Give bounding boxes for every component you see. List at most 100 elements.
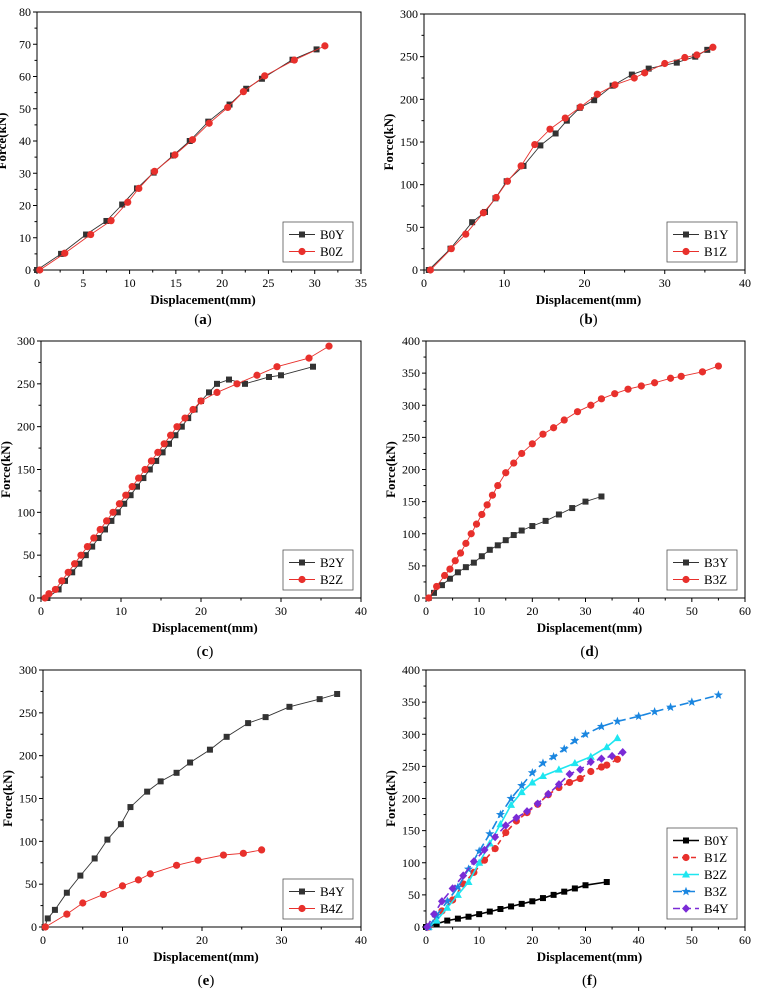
data-point-B3Z [478,510,486,519]
data-point-B3Z [510,459,518,467]
y-tick-label: 300 [402,727,420,741]
data-point-B4Y [44,915,51,922]
data-point-B3Z [539,430,547,438]
data-point-B4Y [286,703,293,710]
y-axis-label: Force(kN) [0,113,9,170]
x-tick-label: 10 [498,276,510,290]
series-line-B4Y [426,751,623,928]
x-tick-label: 30 [276,933,288,947]
x-tick-label: 30 [580,604,592,618]
data-point-B3Z [650,706,660,716]
legend-marker-B2Z [682,870,690,878]
data-point-B2Z [167,431,175,439]
x-tick-label: 0 [34,276,40,290]
x-tick-label: 10 [473,604,485,618]
y-tick-label: 0 [31,920,37,934]
data-point-B0Z [205,119,213,127]
data-point-B1Z [462,230,470,238]
x-tick-label: 30 [275,604,287,618]
x-axis-label: Displacement(mm) [537,949,642,964]
legend-marker-B2Z [298,575,306,584]
data-point-B3Y [510,532,517,539]
legend-marker-B1Y [683,231,689,238]
y-tick-label: 250 [17,377,35,391]
y-tick-label: 250 [402,430,420,444]
data-point-B1Z [480,856,489,864]
data-point-B1Z [561,114,569,122]
legend-label-B4Z: B4Z [320,901,343,916]
data-point-B4Y [104,836,111,843]
data-point-B2Y [140,475,147,482]
panel-caption: (a) [194,312,212,328]
data-point-B4Y [469,857,478,866]
y-tick-label: 250 [19,706,37,720]
data-point-B4Z [99,890,108,899]
caption-close: ) [207,312,212,328]
data-point-B1Z [502,828,510,837]
data-point-B1Y [537,142,544,149]
data-point-B2Y [153,457,160,464]
x-tick-label: 20 [526,604,538,618]
data-point-B1Y [552,130,559,137]
legend-box [282,221,354,263]
data-point-B0Z [290,56,298,64]
data-point-B0Y [529,898,536,905]
data-point-B4Y [618,748,627,757]
legend-label-B2Z: B2Z [320,572,343,587]
series-B4Z [41,846,266,931]
x-tick-label: 30 [659,276,671,290]
data-point-B3Z [456,549,465,557]
legend-marker-B2Y [299,559,305,566]
series-B3Y [425,493,605,601]
panel-caption: (f) [582,973,597,989]
series-B2Z [41,342,333,602]
y-tick-label: 200 [400,92,418,106]
x-tick-label: 10 [115,604,127,618]
series-B4Y [423,748,627,932]
data-point-B1Z [611,81,619,89]
data-point-B3Z [485,829,495,838]
data-point-B3Z [442,896,452,906]
data-point-B0Y [571,885,578,892]
y-tick-label: 100 [19,834,37,848]
data-point-B3Z [713,690,723,699]
y-tick-label: 300 [400,7,418,21]
legend-marker-B4Z [298,904,306,913]
data-point-B0Y [243,85,250,92]
legend-marker-B1Z [682,853,690,862]
x-tick-label: 10 [124,276,136,290]
series-line-B0Z [39,45,326,271]
x-tick-label: 40 [355,604,367,618]
legend-marker-B1Z [682,247,690,256]
data-point-B4Y [144,788,151,795]
data-point-B2Z [613,733,622,742]
y-tick-label: 250 [402,759,420,773]
caption-letter: b [584,312,592,328]
data-point-B3Z [559,744,569,753]
y-tick-label: 80 [19,5,31,19]
data-point-B3Z [550,424,558,432]
data-point-B1Z [576,103,585,111]
chart-panel-d: 0 10 20 30 40 50 60 0 50 100 150 200 250 300 350 400 Dis… [383,334,751,660]
data-point-B4Z [239,849,247,857]
data-point-B0Y [539,895,546,902]
data-point-B3Z [714,362,723,370]
data-point-B1Z [693,51,701,59]
data-point-B2Z [507,800,516,808]
data-point-B3Y [598,493,605,500]
legend-box [282,878,354,920]
x-axis-label: Displacement(mm) [153,949,258,964]
y-tick-label: 50 [406,220,418,234]
data-point-B3Z [549,751,559,761]
data-point-B4Y [77,872,84,879]
series-B0Y [34,46,320,273]
data-point-B2Z [432,916,441,924]
y-tick-label: 50 [408,559,420,573]
y-tick-label: 50 [25,877,37,891]
x-tick-label: 20 [195,604,207,618]
x-tick-label: 40 [355,933,367,947]
data-point-B3Y [542,517,549,524]
data-point-B3Z [698,368,707,376]
